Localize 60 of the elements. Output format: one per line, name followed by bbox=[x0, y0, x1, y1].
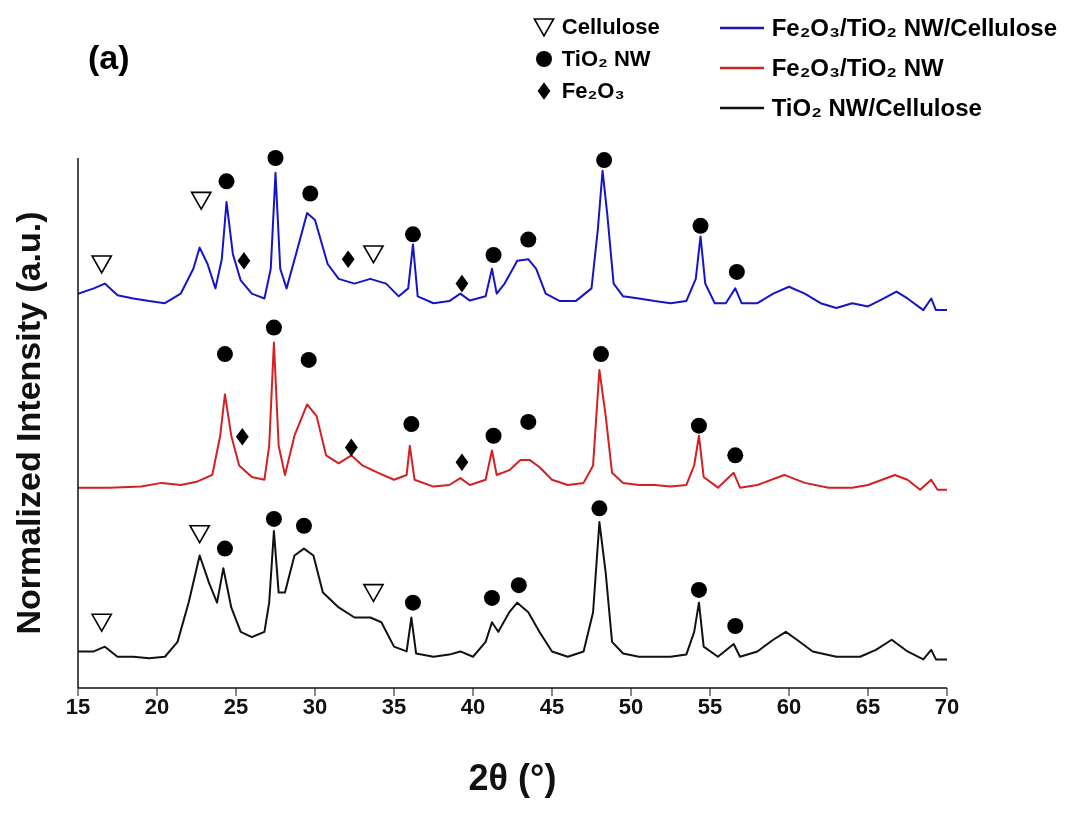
x-axis-title: 2θ (°) bbox=[468, 757, 557, 798]
x-tick-label: 15 bbox=[65, 693, 91, 719]
x-tick-label: 20 bbox=[144, 693, 170, 719]
point bbox=[216, 540, 233, 557]
point bbox=[727, 617, 744, 634]
point bbox=[189, 524, 211, 544]
point bbox=[267, 150, 284, 166]
x-tick-label: 30 bbox=[302, 693, 328, 719]
point bbox=[728, 263, 745, 280]
point bbox=[485, 246, 502, 263]
legend-label: Fe₂O₃/TiO₂ NW/Cellulose bbox=[771, 14, 1057, 42]
point bbox=[295, 517, 312, 534]
x-tick-label: 70 bbox=[934, 693, 960, 719]
point bbox=[403, 416, 420, 433]
point bbox=[592, 346, 609, 363]
point bbox=[690, 581, 707, 598]
point bbox=[485, 427, 502, 444]
point bbox=[300, 351, 317, 368]
point bbox=[363, 583, 384, 603]
legend-label: Fe₂O₃/TiO₂ NW bbox=[771, 54, 944, 82]
x-tick-label: 50 bbox=[618, 693, 644, 719]
point bbox=[91, 613, 113, 632]
x-tick-label: 60 bbox=[776, 693, 802, 719]
point bbox=[237, 252, 251, 270]
point bbox=[510, 577, 527, 594]
legend-label: TiO₂ NW/Cellulose bbox=[771, 94, 982, 122]
legend-label: TiO₂ NW bbox=[561, 46, 651, 72]
legend-label: Fe₂O₃ bbox=[561, 78, 625, 104]
point bbox=[520, 413, 537, 430]
point bbox=[483, 589, 500, 606]
point bbox=[404, 226, 421, 243]
point bbox=[455, 453, 469, 472]
x-tick-label: 65 bbox=[855, 693, 881, 719]
point bbox=[190, 191, 212, 210]
point bbox=[91, 255, 113, 274]
point bbox=[341, 250, 355, 269]
x-tick-label: 55 bbox=[697, 693, 723, 719]
point bbox=[218, 173, 235, 190]
point bbox=[265, 319, 282, 336]
point bbox=[216, 346, 233, 363]
point bbox=[727, 447, 744, 464]
point bbox=[591, 500, 608, 517]
point bbox=[455, 274, 469, 293]
point bbox=[692, 217, 709, 234]
x-tick-label: 35 bbox=[381, 693, 407, 719]
point bbox=[404, 594, 421, 611]
point bbox=[302, 185, 319, 202]
y-axis-title: Normalized Intensity (a.u.) bbox=[9, 211, 48, 635]
point bbox=[363, 245, 384, 264]
x-tick-label: 40 bbox=[460, 693, 486, 719]
legend-label: Cellulose bbox=[561, 14, 660, 40]
point bbox=[344, 438, 358, 457]
point bbox=[690, 417, 707, 434]
point bbox=[265, 510, 282, 527]
point bbox=[520, 231, 537, 248]
point bbox=[596, 152, 613, 169]
x-tick-label: 45 bbox=[539, 693, 565, 719]
x-tick-label: 25 bbox=[223, 693, 249, 719]
point bbox=[235, 427, 249, 446]
text: (a) bbox=[88, 38, 130, 77]
